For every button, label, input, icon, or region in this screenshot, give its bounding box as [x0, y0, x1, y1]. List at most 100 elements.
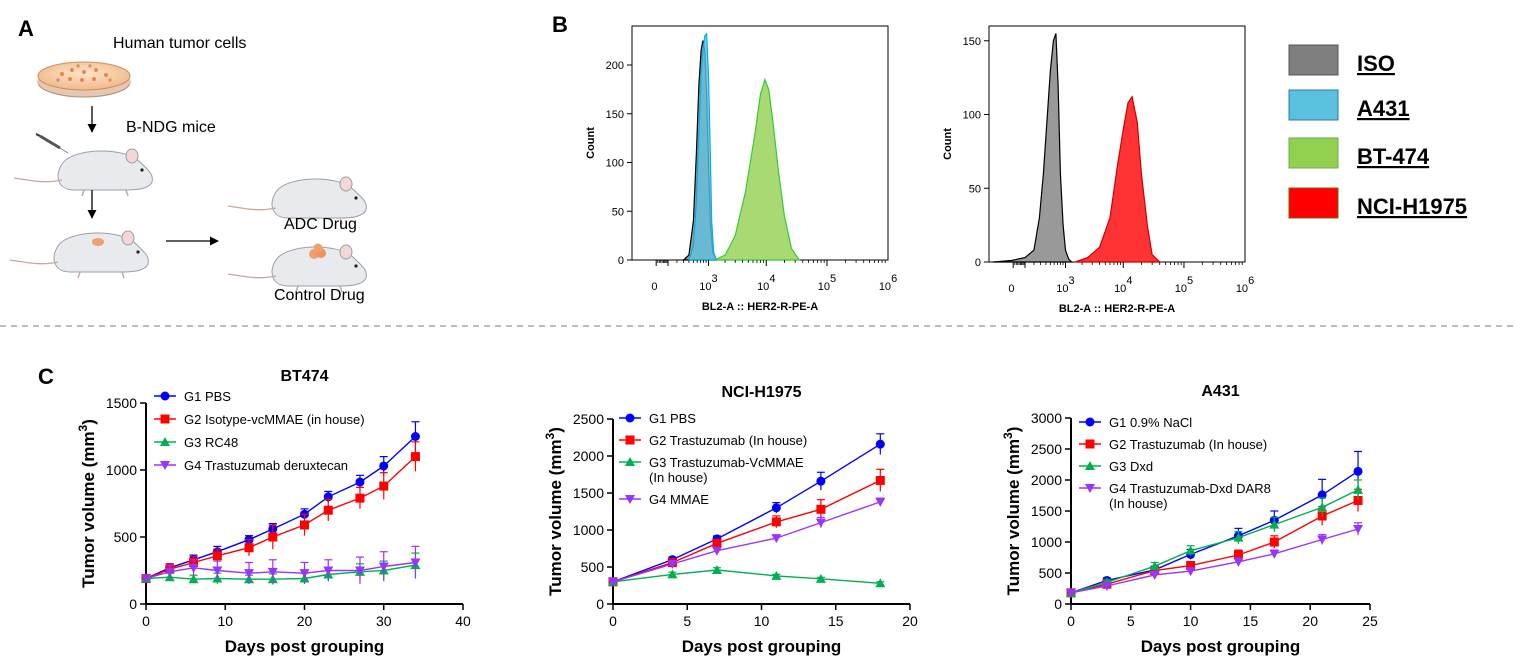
y-tick-label: 3000 — [1031, 410, 1062, 426]
y-axis-label: Tumor volume (mm3) — [1001, 427, 1023, 596]
chart-title: NCI-H1975 — [721, 384, 801, 401]
y-tick-label: 200 — [606, 60, 624, 72]
x-tick-label: 5 — [683, 613, 691, 629]
data-point — [1149, 561, 1160, 571]
legend-label: G3 Trastuzumab-VcMMAE — [649, 455, 804, 470]
data-point — [1185, 567, 1196, 577]
panel-label-c: C — [38, 364, 54, 389]
series-line — [1070, 470, 1359, 594]
x-axis-label: Days post grouping — [682, 637, 842, 656]
legend-entry-4: G4 MMAE — [619, 492, 709, 507]
y-tick-label: 50 — [969, 183, 981, 195]
data-point — [1269, 519, 1280, 529]
x-axis-label: Days post grouping — [225, 637, 385, 656]
chart-title: BT474 — [280, 368, 328, 385]
legend-marker — [160, 437, 170, 446]
data-point — [355, 493, 365, 503]
y-tick-label: 1000 — [106, 462, 137, 478]
series-4 — [1066, 522, 1364, 598]
data-point — [771, 534, 782, 544]
data-point — [816, 476, 826, 486]
data-point — [1353, 495, 1363, 505]
data-point — [875, 497, 886, 507]
y-tick-label: 1000 — [1031, 534, 1062, 550]
legend-entry-1: G1 PBS — [619, 411, 696, 426]
data-point — [771, 517, 781, 527]
y-tick-label: 0 — [129, 596, 137, 612]
data-point — [875, 475, 885, 485]
data-point — [267, 567, 278, 577]
data-point — [212, 551, 222, 561]
y-tick-label: 2500 — [573, 411, 604, 427]
legend-entry-bt474: BT-474 — [1288, 137, 1430, 169]
series-4 — [608, 497, 886, 587]
mouse-icon-1 — [13, 148, 153, 197]
series-line — [1070, 489, 1359, 594]
x-tick-label: 10 — [754, 613, 770, 629]
x-tick-label: 103 — [699, 273, 717, 293]
data-point — [188, 563, 199, 573]
data-point — [815, 518, 826, 528]
x-tick-label: 104 — [757, 273, 775, 293]
data-point — [711, 546, 722, 556]
x-tick-label: 10 — [1183, 613, 1199, 629]
legend-marker — [625, 457, 635, 466]
data-point — [1149, 570, 1160, 580]
x-tick-label: 25 — [1362, 613, 1378, 629]
x-tick-label: 0 — [142, 613, 150, 629]
data-point — [1101, 582, 1112, 592]
x-tick-label: 106 — [879, 273, 897, 293]
x-tick-label: 20 — [297, 613, 313, 629]
data-point — [1317, 535, 1328, 545]
y-axis-label: Tumor volume (mm3) — [76, 419, 98, 588]
histogram-bt-474 — [714, 77, 801, 261]
legend-entry-3: G3 Dxd — [1079, 459, 1153, 474]
x-axis-label: BL2-A :: HER2-R-PE-A — [1059, 303, 1175, 315]
data-point — [141, 574, 151, 584]
legend-label-bt474: BT-474 — [1357, 144, 1430, 169]
data-point — [379, 481, 389, 491]
legend-label-a431: A431 — [1357, 96, 1410, 121]
legend-label-cont: (In house) — [649, 470, 708, 485]
legend-label: G3 Dxd — [1109, 459, 1153, 474]
data-point — [1233, 557, 1244, 567]
y-tick-label: 500 — [114, 529, 138, 545]
legend-swatch-iso — [1288, 44, 1339, 76]
legend-entry-a431: A431 — [1288, 89, 1410, 121]
schematic-step1-label: Human tumor cells — [113, 35, 246, 52]
syringe-icon — [35, 133, 69, 154]
data-point — [1150, 566, 1160, 576]
histogram-legend: ISO A431 BT-474 NCI-H1975 — [1288, 44, 1467, 219]
y-axis-label: Count — [942, 128, 954, 160]
series-line — [612, 443, 881, 583]
series-line — [612, 501, 881, 583]
data-point — [608, 577, 618, 587]
legend-marker — [1085, 439, 1095, 449]
legend-entry-1: G1 PBS — [154, 389, 231, 404]
growth-chart-bt474: BT474 0 500 1000 1500 0 10 20 30 40 Days post grou… — [76, 368, 471, 656]
data-point — [667, 569, 678, 579]
data-point — [815, 573, 826, 583]
data-point — [188, 574, 199, 584]
x-tick-label: 105 — [1175, 275, 1193, 295]
legend-label: G2 Isotype-vcMMAE (in house) — [184, 412, 365, 427]
legend-marker — [160, 391, 170, 401]
data-point — [410, 432, 420, 441]
y-tick-label: 2000 — [1031, 472, 1062, 488]
legend-swatch-bt474 — [1288, 137, 1339, 169]
data-point — [875, 439, 885, 449]
data-point — [1269, 537, 1279, 547]
legend-label: G2 Trastuzumab (In house) — [649, 433, 807, 448]
legend-label: G1 PBS — [649, 411, 696, 426]
y-tick-label: 0 — [596, 596, 604, 612]
legend-entry-1: G1 0.9% NaCl — [1079, 415, 1192, 430]
data-point — [1233, 550, 1243, 560]
y-tick-label: 100 — [963, 110, 981, 122]
panel-label-a: A — [18, 16, 34, 41]
x-tick-label: 10 — [217, 613, 233, 629]
data-point — [323, 566, 334, 576]
data-point — [212, 566, 223, 576]
data-point — [771, 570, 782, 580]
x-tick-label: 15 — [828, 613, 844, 629]
